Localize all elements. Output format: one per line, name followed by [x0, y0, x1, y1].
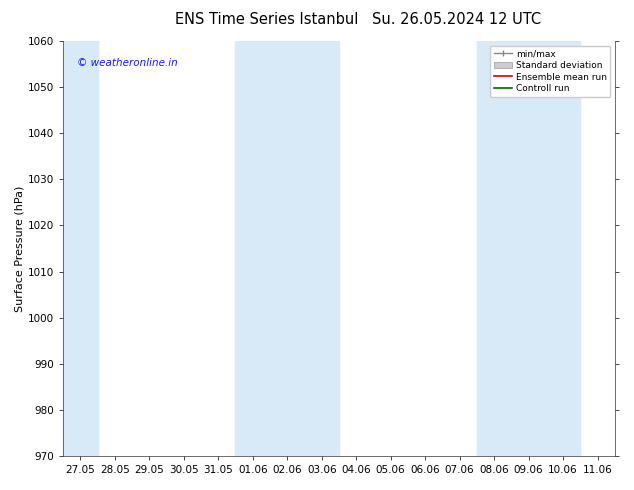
Bar [63, 41, 98, 456]
Y-axis label: Surface Pressure (hPa): Surface Pressure (hPa) [15, 185, 25, 312]
Text: Su. 26.05.2024 12 UTC: Su. 26.05.2024 12 UTC [372, 12, 541, 27]
Bar [477, 41, 580, 456]
Text: © weatheronline.in: © weatheronline.in [77, 58, 178, 68]
Legend: min/max, Standard deviation, Ensemble mean run, Controll run: min/max, Standard deviation, Ensemble me… [491, 46, 611, 97]
Text: ENS Time Series Istanbul: ENS Time Series Istanbul [174, 12, 358, 27]
Bar [235, 41, 339, 456]
